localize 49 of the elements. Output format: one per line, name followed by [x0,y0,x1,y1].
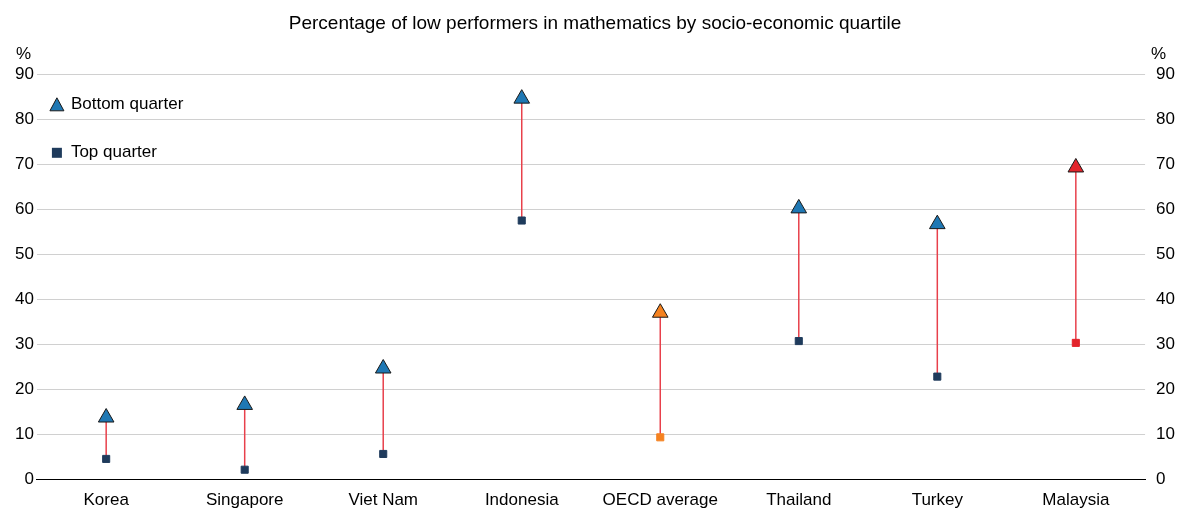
point [517,216,526,225]
legend-label: Top quarter [70,142,158,162]
y2-tick-label: 0 [1156,469,1166,489]
point [374,359,392,374]
y2-tick-label: 20 [1156,379,1176,399]
y2-tick-label: 90 [1156,64,1176,84]
y2-tick-label: 80 [1156,109,1176,129]
y2-tick-label: 70 [1156,154,1176,174]
y-axis-title: % [16,43,32,63]
x-tick-label: Malaysia [1042,490,1110,510]
y-tick-label: 20 [14,379,34,399]
x-tick-label: Korea [83,490,130,510]
point [933,372,942,381]
point [236,395,253,410]
point [651,303,669,318]
y-tick-label: 70 [14,154,34,174]
y2-tick-label: 30 [1156,334,1176,354]
x-tick-label: Singapore [205,490,284,510]
point [790,198,808,214]
y-tick-label: 90 [14,64,34,84]
point [656,433,665,442]
point [513,89,531,104]
legend-label: Bottom quarter [70,94,184,114]
y-tick-label: 50 [14,244,34,264]
point [102,454,111,463]
x-tick-label: Thailand [766,490,832,510]
y-tick-label: 0 [24,469,34,489]
y-tick-label: 30 [14,334,34,354]
y-tick-label: 80 [14,109,34,129]
y-tick-label: 40 [14,289,34,309]
point [1067,157,1085,173]
y2-axis-title: % [1151,43,1167,63]
point [240,465,249,474]
point [1071,338,1080,347]
y-tick-label: 60 [14,199,34,219]
y2-tick-label: 10 [1156,424,1176,444]
point [794,337,803,346]
chart-title: Percentage of low performers in mathematics by socio-economic quartile [288,11,902,33]
point [97,408,115,423]
y2-tick-label: 40 [1156,289,1176,309]
x-tick-label: Indonesia [484,490,560,510]
y-tick-label: 10 [14,424,34,444]
x-tick-label: OECD average [602,490,718,510]
x-tick-label: Turkey [911,490,964,510]
y2-tick-label: 60 [1156,199,1176,219]
y2-tick-label: 50 [1156,244,1176,264]
x-tick-label: Viet Nam [348,490,419,510]
point [929,214,946,230]
point [379,449,388,458]
